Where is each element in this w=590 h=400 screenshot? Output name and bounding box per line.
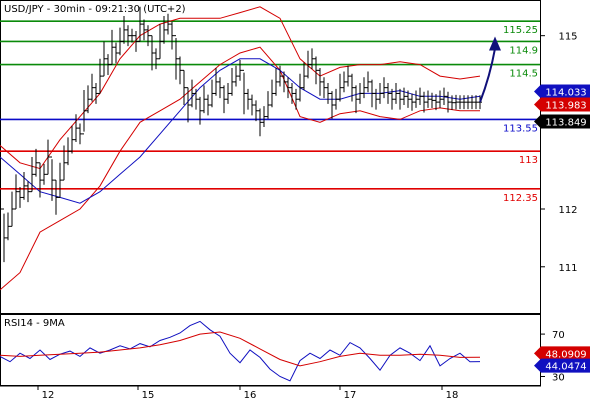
y-tick-label-111: 111 [558,263,577,274]
level-label-112.35: 112.35 [503,193,538,204]
price-tag-box [534,97,590,112]
price-bars [0,6,482,263]
price-tag-label: 113.983 [545,101,586,112]
rsi-tick-label-30: 30 [552,373,565,384]
level-label-114.5: 114.5 [509,69,538,80]
main-plot-frame [0,0,541,314]
rsi-tag-label: 48.0909 [545,349,586,360]
main-chart-title: USD/JPY - 30min - 09:21:30 (UTC+2) [4,4,186,15]
y-tick-label-115: 115 [558,32,577,43]
rsi-tag-box [534,346,590,361]
x-tick-label-16: 16 [244,390,257,400]
forecast-arrow-shaft [479,48,496,103]
x-tick-label-15: 15 [142,390,155,400]
price-axis: 111112114115 [540,32,578,274]
level-label-113: 113 [519,155,538,166]
rsi-chart-title: RSI14 - 9MA [4,318,65,329]
level-label-113.55: 113.55 [503,123,538,134]
y-tick-label-112: 112 [558,205,577,216]
price-tag-box [534,84,590,99]
rsi-axis: 30 70 [540,330,565,384]
rsi-line [0,320,481,382]
level-label-115.25: 115.25 [503,25,538,36]
price-tags: 114.033 113.983 113.849 [534,84,590,129]
x-tick-label-12: 12 [42,390,55,400]
rsi-plot-frame [0,314,541,386]
rsi-ma-line [0,331,481,367]
price-tag-label: 113.849 [545,118,586,129]
rsi-tags: 48.0909 44.0474 [534,346,590,373]
price-tag-box [534,114,590,129]
rsi-tag-box [534,358,590,373]
forecast-arrow-head [489,36,501,51]
bollinger-lower-line [0,46,480,291]
bollinger-upper-line [0,6,481,170]
rsi-series [0,320,481,382]
time-axis: 12 15 16 17 18 [37,386,459,400]
price-tag-label: 114.033 [545,88,586,99]
x-tick-label-18: 18 [446,390,459,400]
x-tick-label-17: 17 [344,390,357,400]
level-label-114.9: 114.9 [509,45,538,56]
rsi-tag-label: 44.0474 [545,362,586,373]
rsi-tick-label-70: 70 [552,330,565,341]
forecast-arrow [479,36,501,103]
